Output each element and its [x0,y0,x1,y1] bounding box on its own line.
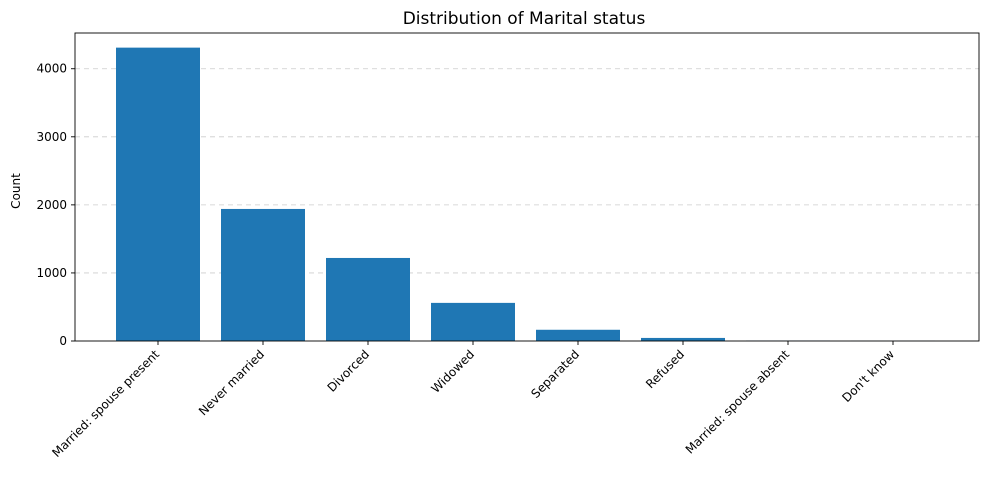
plot-area-frame [75,33,979,341]
y-tick-label: 4000 [36,62,67,76]
gridlines [75,69,979,273]
bar [221,209,305,341]
bar [431,303,515,341]
x-tick-label: Widowed [429,347,478,396]
bar [536,330,620,341]
bars [116,48,935,341]
x-tick-label: Divorced [325,347,373,395]
y-axis-ticks: 0 1000 2000 3000 4000 [36,62,75,348]
x-tick-label: Separated [528,347,582,401]
bar [326,258,410,341]
y-tick-label: 1000 [36,266,67,280]
chart-title: Distribution of Marital status [403,9,646,29]
y-tick-label: 0 [59,334,67,348]
x-tick-label: Don't know [839,347,897,405]
x-tick-label: Married: spouse present [49,347,162,460]
y-axis-label: Count [9,173,23,209]
x-tick-label: Married: spouse absent [683,347,793,457]
y-tick-label: 2000 [36,198,67,212]
x-tick-label: Refused [643,347,687,391]
bar [116,48,200,341]
bar [641,338,725,341]
x-tick-label: Never married [196,347,267,418]
x-axis-ticks: Married: spouse present Never married Divo… [49,341,897,460]
y-tick-label: 3000 [36,130,67,144]
